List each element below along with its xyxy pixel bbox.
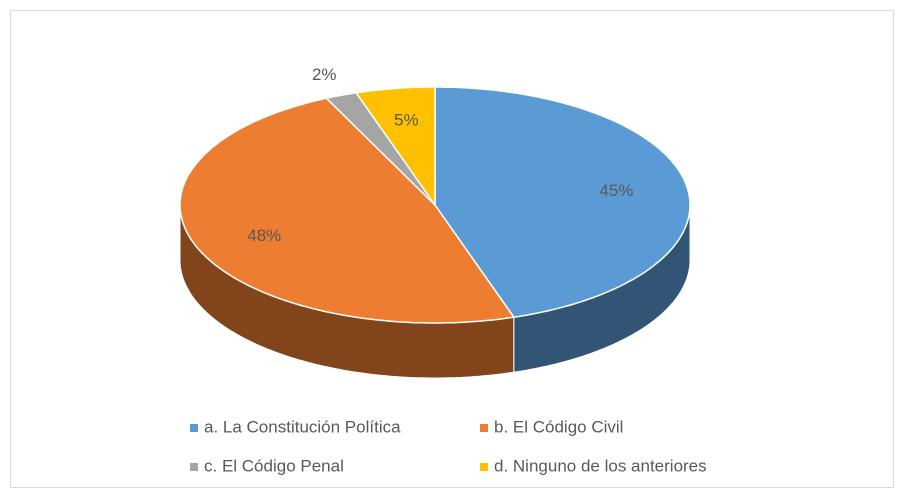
slice bbox=[324, 91, 436, 206]
legend-marker bbox=[190, 463, 198, 471]
legend-label: b. El Código Civil bbox=[494, 417, 623, 436]
legend-marker bbox=[480, 463, 488, 471]
legend-label: a. La Constitución Política bbox=[204, 417, 401, 436]
legend-label: d. Ninguno de los anteriores bbox=[494, 456, 707, 475]
data-label: 5% bbox=[394, 111, 419, 130]
slice bbox=[354, 86, 436, 208]
legend-marker bbox=[190, 424, 198, 432]
data-label: 2% bbox=[312, 65, 337, 84]
legend-marker bbox=[480, 424, 488, 432]
data-label: 48% bbox=[247, 226, 281, 245]
slice bbox=[434, 86, 691, 319]
data-label: 45% bbox=[599, 181, 633, 200]
legend-label: c. El Código Penal bbox=[204, 456, 344, 475]
slice bbox=[179, 97, 516, 324]
